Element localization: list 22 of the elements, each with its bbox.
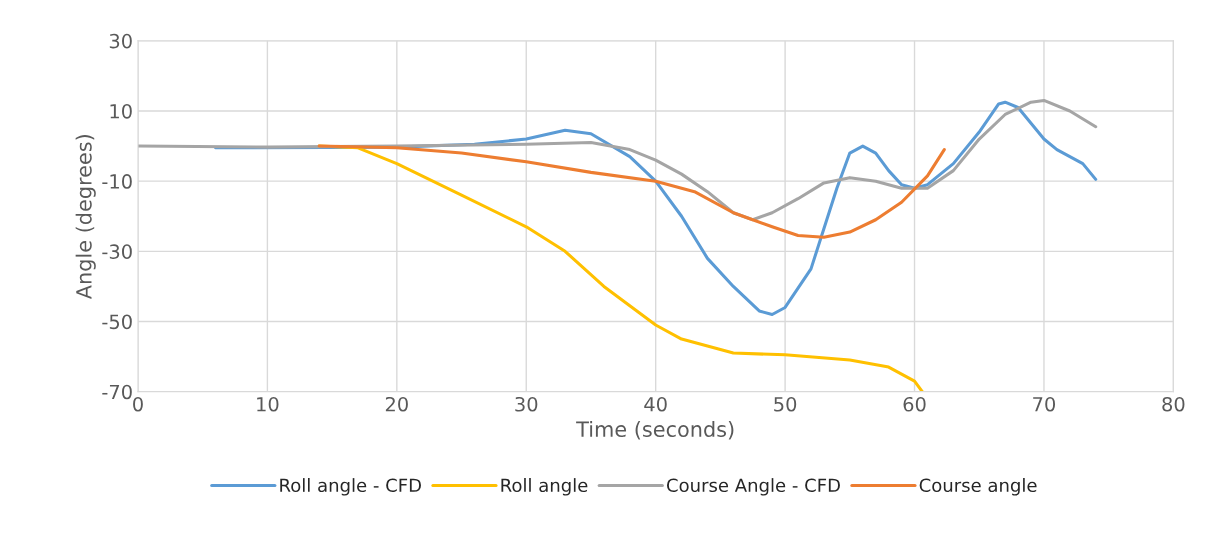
y-tick-label: 10 [110, 103, 132, 119]
y-tick-label: -10 [102, 174, 132, 189]
y-tick-label: 30 [109, 33, 132, 49]
x-tick-label: 40 [644, 396, 667, 412]
x-tick-label: 80 [1162, 396, 1185, 412]
x-tick-label: 30 [515, 396, 538, 412]
x-tick-label: 10 [257, 396, 279, 412]
x-tick-label: 0 [133, 396, 143, 412]
y-tick-label: -50 [102, 314, 132, 330]
legend-label: Course Angle - CFD [666, 478, 840, 496]
legend-label: Course angle [919, 478, 1037, 496]
line-series [317, 144, 946, 239]
x-tick-label: 50 [774, 396, 797, 412]
legend-label: Roll angle [501, 478, 588, 496]
x-tick-label: 20 [385, 396, 408, 412]
y-axis-title: Angle (degrees) [75, 135, 96, 300]
x-tick-label: 60 [903, 396, 926, 412]
y-tick-label: -70 [102, 384, 132, 400]
x-axis-title: Time (seconds) [576, 420, 734, 440]
x-tick-label: 70 [1033, 396, 1056, 412]
y-tick-label: -30 [102, 244, 132, 259]
legend-label: Roll angle - CFD [280, 478, 421, 496]
